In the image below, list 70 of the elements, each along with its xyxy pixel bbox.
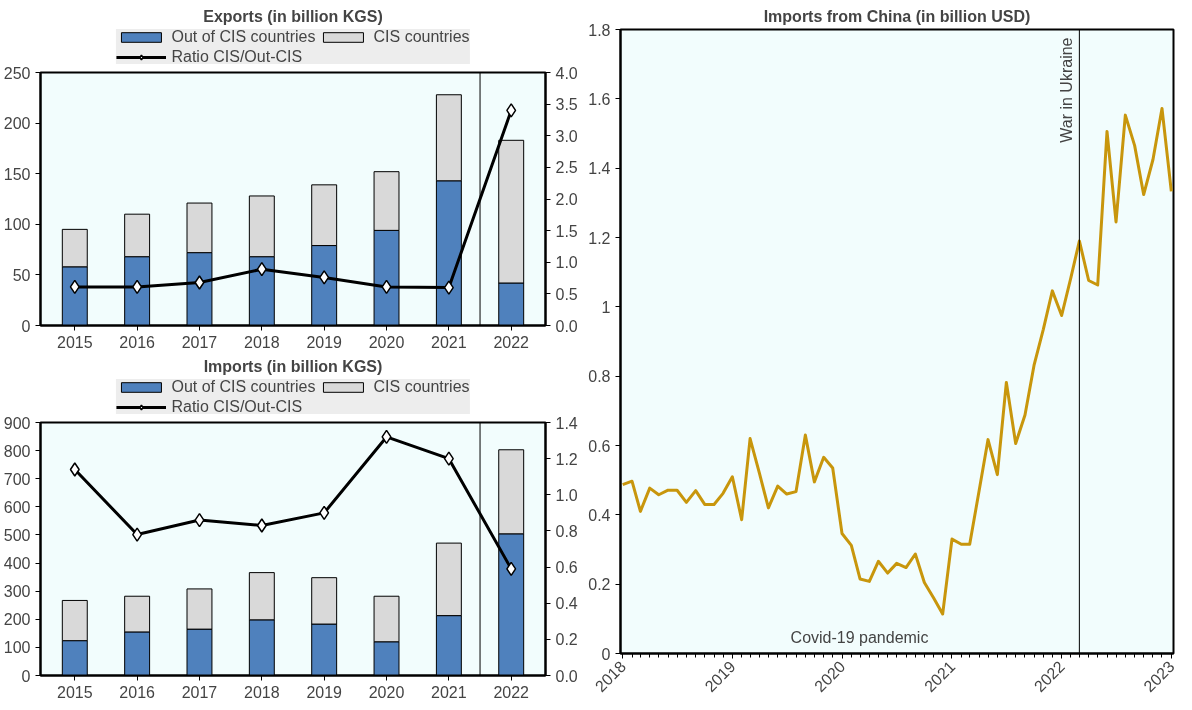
x-tick-label: 2019 [306, 683, 343, 701]
x-tick-label: 2015 [56, 333, 93, 351]
x-tick-label: 2015 [56, 683, 93, 701]
y-tick-label: 0 [601, 645, 611, 663]
y2-tick-label: 0.5 [555, 285, 578, 303]
y-tick-label: 200 [3, 115, 31, 133]
x-tick-label: 2016 [119, 683, 156, 701]
x-tick-label: 2017 [181, 683, 218, 701]
y-tick-label: 1.8 [588, 21, 611, 39]
y-tick-label: 0.8 [588, 368, 611, 386]
y-tick-label: 800 [3, 442, 31, 460]
y-tick-label: 600 [3, 498, 31, 516]
y-tick-label: 1.4 [588, 160, 611, 178]
y-tick-label: 1 [601, 298, 611, 316]
annotation: Covid-19 pandemic [790, 628, 929, 646]
legend-label: Out of CIS countries [171, 378, 316, 396]
x-tick-label: 2022 [493, 683, 530, 701]
legend-label: Out of CIS countries [171, 28, 316, 46]
legend-label: CIS countries [373, 28, 470, 46]
y2-tick-label: 0.8 [555, 522, 578, 540]
y-tick-label: 150 [3, 165, 31, 183]
y2-tick-label: 0.0 [555, 667, 578, 685]
x-tick-label: 2021 [431, 683, 467, 701]
x-tick-label: 2018 [244, 333, 280, 351]
y-tick-label: 100 [3, 639, 31, 657]
y-tick-label: 200 [3, 611, 31, 629]
y-tick-label: 700 [3, 470, 31, 488]
y2-tick-label: 1.2 [555, 450, 578, 468]
y2-tick-label: 0.6 [555, 559, 578, 577]
y2-tick-label: 0.2 [555, 631, 578, 649]
y-tick-label: 50 [12, 266, 31, 284]
y2-tick-label: 3.5 [555, 96, 578, 114]
y-tick-label: 400 [3, 555, 31, 573]
y2-tick-label: 1.4 [555, 414, 578, 432]
y-tick-label: 0.6 [588, 437, 611, 455]
y2-tick-label: 0.4 [555, 595, 578, 613]
ref-line-label: War in Ukraine [1058, 37, 1076, 143]
x-tick-label: 2022 [493, 333, 530, 351]
x-tick-label: 2020 [368, 333, 405, 351]
y-tick-label: 500 [3, 526, 31, 544]
x-tick-label: 2020 [368, 683, 405, 701]
legend-label: Ratio CIS/Out-CIS [171, 397, 303, 416]
y-tick-label: 0 [21, 667, 31, 685]
x-tick-label: 2016 [119, 333, 156, 351]
y2-tick-label: 1.5 [555, 222, 578, 240]
y2-tick-label: 2.0 [555, 191, 578, 208]
x-tick-label: 2017 [181, 333, 218, 351]
legend-label: CIS countries [373, 378, 470, 396]
y-tick-label: 0.2 [588, 576, 611, 594]
chart-title: Imports from China (in billion USD) [763, 7, 1031, 25]
y-tick-label: 300 [3, 583, 31, 601]
y-tick-label: 100 [3, 216, 31, 234]
y2-tick-label: 2.5 [555, 159, 578, 177]
y2-tick-label: 0.0 [555, 317, 578, 335]
y2-tick-label: 1.0 [555, 486, 578, 504]
y2-tick-label: 3.0 [555, 127, 578, 145]
y2-tick-label: 4.0 [555, 64, 578, 82]
y2-tick-label: 1.0 [555, 254, 578, 272]
y-tick-label: 0.4 [588, 506, 611, 524]
y-tick-label: 250 [3, 64, 31, 82]
y-tick-label: 0 [21, 317, 31, 335]
y-tick-label: 1.2 [588, 229, 611, 247]
x-tick-label: 2019 [306, 333, 343, 351]
y-tick-label: 900 [3, 414, 31, 432]
y-tick-label: 1.6 [588, 90, 611, 108]
x-tick-label: 2021 [431, 333, 467, 351]
legend-label: Ratio CIS/Out-CIS [171, 47, 303, 66]
chart-title: Exports (in billion KGS) [203, 7, 383, 25]
chart-title: Imports (in billion KGS) [203, 357, 383, 375]
x-tick-label: 2018 [244, 683, 280, 701]
